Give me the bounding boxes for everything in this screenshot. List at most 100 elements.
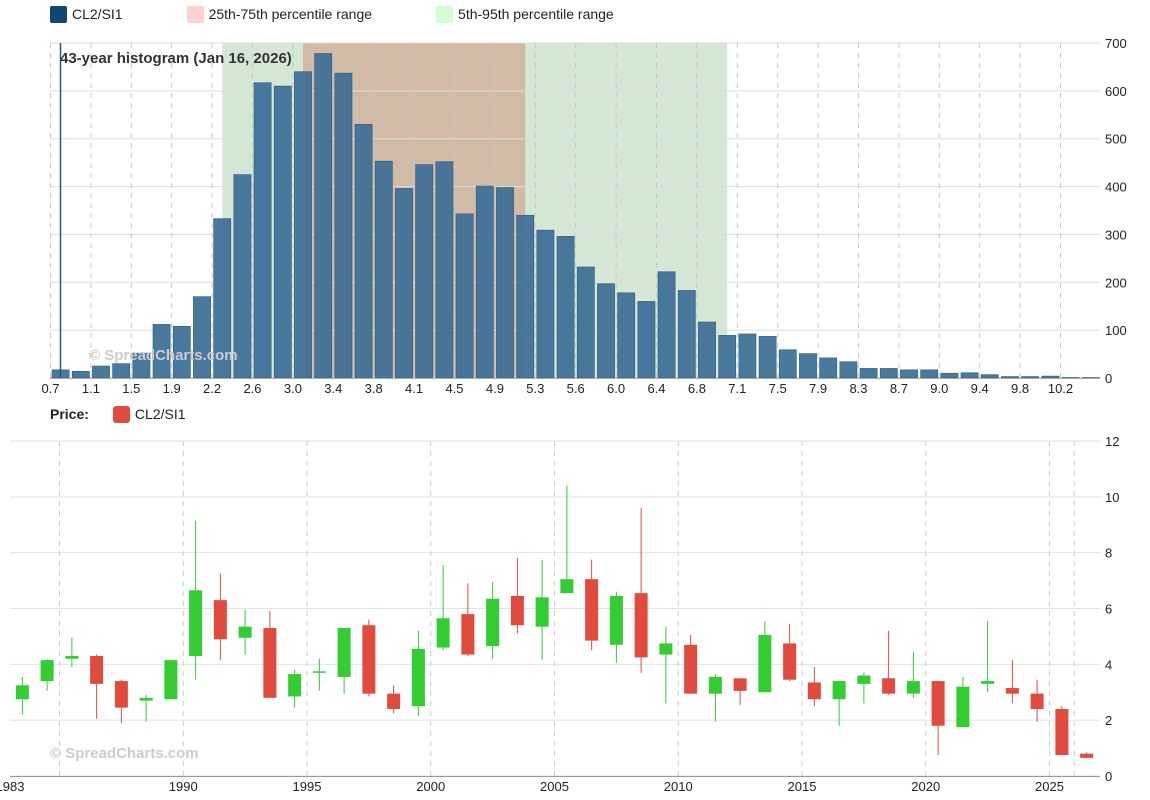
candle-body <box>956 686 970 728</box>
histogram-legend: CL2/SI1 25th-75th percentile range 5th-9… <box>50 5 678 23</box>
histogram-y-tick-label: 300 <box>1105 227 1127 242</box>
histogram-bar <box>1001 376 1019 379</box>
histogram-x-tick-label: 7.9 <box>809 381 827 396</box>
histogram-bar <box>1021 376 1040 379</box>
price-series-label[interactable]: CL2/SI1 <box>134 406 186 422</box>
price-x-tick-label: 1983 <box>0 779 24 794</box>
price-x-tick-label: 2000 <box>416 779 445 794</box>
histogram-x-tick-label: 1.9 <box>163 381 181 396</box>
histogram-bar <box>940 372 959 379</box>
histogram-bar <box>839 361 858 379</box>
candle-body <box>65 655 79 659</box>
price-x-tick-label: 2015 <box>788 779 817 794</box>
candle-up <box>609 591 623 663</box>
histogram-y-tick-label: 600 <box>1105 84 1127 99</box>
histogram-bar <box>617 292 636 379</box>
candle-down <box>90 654 104 719</box>
histogram-x-tick-label: 8.7 <box>890 381 908 396</box>
legend-entry-series[interactable]: CL2/SI1 <box>50 5 123 23</box>
histogram-x-tick-label: 7.5 <box>769 381 787 396</box>
candle-body <box>535 597 549 627</box>
price-swatch <box>112 405 130 423</box>
candle-body <box>708 676 722 694</box>
candle-body <box>1030 693 1044 709</box>
histogram-x-tick-label: 3.0 <box>284 381 302 396</box>
candle-up <box>981 621 995 693</box>
candle-up <box>758 621 772 693</box>
histogram-x-tick-label: 2.6 <box>243 381 261 396</box>
candle-body <box>1055 709 1069 756</box>
histogram-bar <box>253 82 272 379</box>
histogram-bar <box>455 213 474 379</box>
candle-up <box>40 658 54 691</box>
candle-down <box>807 667 821 707</box>
histogram-y-tick-label: 200 <box>1105 275 1127 290</box>
histogram-bar <box>112 363 131 379</box>
price-x-tick-label: 2020 <box>911 779 940 794</box>
histogram-bar <box>354 124 373 379</box>
candle-body <box>758 635 772 693</box>
histogram-bar <box>576 266 595 379</box>
histogram-bar <box>778 349 797 379</box>
histogram-x-tick-label: 6.8 <box>688 381 706 396</box>
legend-series-label: CL2/SI1 <box>72 6 123 22</box>
histogram-y-tick-label: 500 <box>1105 132 1127 147</box>
candle-up <box>956 676 970 728</box>
histogram-x-tick-label: 3.4 <box>324 381 342 396</box>
candle-body <box>387 693 401 709</box>
candle-up <box>486 581 500 659</box>
candle-body <box>238 626 252 638</box>
price-x-tick-label: 1995 <box>293 779 322 794</box>
iqr-swatch <box>186 5 204 23</box>
price-y-tick-label: 8 <box>1105 546 1112 561</box>
candle-up <box>312 658 326 691</box>
legend-entry-iqr[interactable]: 25th-75th percentile range <box>186 5 372 23</box>
candle-body <box>288 674 302 697</box>
candle-body <box>263 628 277 698</box>
candle-up <box>708 674 722 722</box>
price-y-tick-label: 4 <box>1105 657 1112 672</box>
candle-down <box>114 679 128 723</box>
candle-body <box>931 681 945 726</box>
candle-body <box>882 678 896 694</box>
histogram-bar <box>475 185 494 379</box>
histogram-y-tick-label: 0 <box>1105 371 1112 386</box>
histogram-bar <box>536 229 555 379</box>
candle-down <box>1005 660 1019 704</box>
histogram-bar <box>738 333 757 379</box>
histogram-bar <box>1061 377 1080 379</box>
legend-entry-p90[interactable]: 5th-95th percentile range <box>436 5 614 23</box>
candle-down <box>461 583 475 656</box>
histogram-bar <box>273 85 292 379</box>
histogram-bar <box>314 53 333 379</box>
histogram-bar <box>334 72 353 379</box>
histogram-y-tick-label: 400 <box>1105 180 1127 195</box>
candle-body <box>634 593 648 658</box>
candle-down <box>1055 706 1069 756</box>
price-y-tick-label: 12 <box>1105 434 1119 449</box>
histogram-bar <box>799 353 817 379</box>
histogram-bar <box>900 369 918 379</box>
price-label: Price: <box>50 406 89 422</box>
price-x-tick-label: 2010 <box>664 779 693 794</box>
candle-body <box>461 614 475 655</box>
histogram-bar <box>960 372 979 379</box>
histogram-bar <box>435 161 454 379</box>
histogram-bar <box>920 369 939 379</box>
histogram-bar <box>879 368 898 379</box>
candle-down <box>634 508 648 673</box>
candle-down <box>1080 752 1094 758</box>
series-swatch <box>50 5 67 23</box>
histogram-bar <box>516 214 535 379</box>
histogram-bar <box>819 357 838 379</box>
histogram-bar <box>193 296 211 379</box>
histogram-bar <box>677 290 696 379</box>
histogram-bar <box>758 336 777 379</box>
candle-body <box>807 682 821 700</box>
histogram-y-tick-label: 100 <box>1105 323 1127 338</box>
histogram-x-tick-label: 4.5 <box>445 381 463 396</box>
price-watermark: © SpreadCharts.com <box>50 745 199 762</box>
candle-up <box>659 626 673 704</box>
candle-up <box>436 565 450 651</box>
